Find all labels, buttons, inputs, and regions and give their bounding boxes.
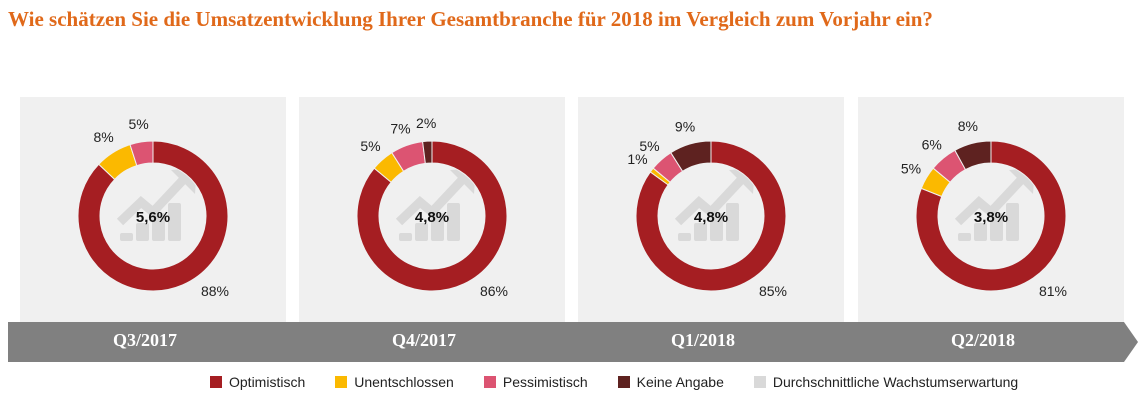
period-label: Q3/2017 bbox=[112, 330, 177, 350]
legend: Optimistisch Unentschlossen Pessimistisch K… bbox=[210, 374, 1018, 390]
donut-segment-keine-angabe bbox=[670, 140, 712, 172]
legend-label: Keine Angabe bbox=[636, 374, 724, 390]
donut-segment-keine-angabe bbox=[422, 140, 433, 164]
average-growth-value: 3,8% bbox=[974, 209, 1008, 226]
data-label: 5% bbox=[128, 116, 148, 132]
donut-segment-keine-angabe bbox=[954, 140, 992, 171]
data-label: 8% bbox=[958, 118, 978, 134]
average-growth-value: 4,8% bbox=[415, 209, 449, 226]
data-label: 6% bbox=[922, 136, 942, 152]
legend-swatch bbox=[753, 376, 766, 388]
data-label: 5% bbox=[360, 138, 380, 154]
period-label: Q1/2018 bbox=[670, 330, 735, 350]
donut-segment-optimistisch bbox=[356, 140, 508, 292]
average-growth-value: 4,8% bbox=[694, 209, 728, 226]
timeline-banner bbox=[8, 322, 1138, 362]
data-label: 86% bbox=[480, 283, 508, 299]
donut-segment-optimistisch bbox=[77, 140, 229, 292]
legend-item: Keine Angabe bbox=[617, 374, 724, 390]
legend-label: Durchschnittliche Wachstumserwartung bbox=[772, 374, 1019, 390]
donut-segment-optimistisch bbox=[635, 140, 787, 292]
donut-segment-pessimistisch bbox=[129, 140, 154, 167]
legend-item: Optimistisch bbox=[210, 374, 305, 390]
data-label: 1% bbox=[627, 151, 647, 167]
donut-panel-Q1-2018: 85% 1% 5% 9% 4,8% bbox=[578, 97, 844, 323]
legend-item: Durchschnittliche Wachstumserwartung bbox=[753, 374, 1019, 390]
legend-item: Pessimistisch bbox=[483, 374, 588, 390]
data-label: 85% bbox=[759, 283, 787, 299]
period-label: Q2/2018 bbox=[950, 330, 1015, 350]
legend-swatch bbox=[483, 376, 496, 388]
legend-item: Unentschlossen bbox=[335, 374, 454, 390]
legend-label: Optimistisch bbox=[229, 374, 306, 390]
data-label: 5% bbox=[639, 138, 659, 154]
data-label: 81% bbox=[1039, 283, 1067, 299]
period-label: Q4/2017 bbox=[391, 330, 456, 350]
legend-label: Pessimistisch bbox=[502, 374, 588, 390]
donut-panel-Q2-2018: 81% 5% 6% 8% 3,8% bbox=[858, 97, 1124, 323]
growth-chart-icon bbox=[116, 168, 197, 241]
data-label: 7% bbox=[390, 120, 410, 136]
growth-chart-icon bbox=[954, 168, 1035, 241]
growth-chart-icon bbox=[395, 168, 476, 241]
legend-swatch bbox=[335, 376, 348, 388]
legend-label: Unentschlossen bbox=[354, 374, 454, 390]
average-growth-value: 5,6% bbox=[136, 209, 170, 226]
growth-chart-icon bbox=[674, 168, 755, 241]
legend-swatch bbox=[210, 376, 222, 388]
legend-swatch bbox=[617, 376, 630, 388]
data-label: 2% bbox=[416, 115, 436, 131]
donut-panel-Q3-2017: 88% 8% 5% 5,6% bbox=[20, 97, 286, 323]
chart-title: Wie schätzen Sie die Umsatzentwicklung I… bbox=[8, 7, 933, 31]
data-label: 88% bbox=[201, 283, 229, 299]
data-label: 9% bbox=[675, 119, 695, 135]
data-label: 5% bbox=[901, 161, 921, 177]
donut-segment-optimistisch bbox=[915, 140, 1067, 292]
data-label: 8% bbox=[93, 129, 113, 145]
donut-panel-Q4-2017: 86% 5% 7% 2% 4,8% bbox=[299, 97, 565, 323]
